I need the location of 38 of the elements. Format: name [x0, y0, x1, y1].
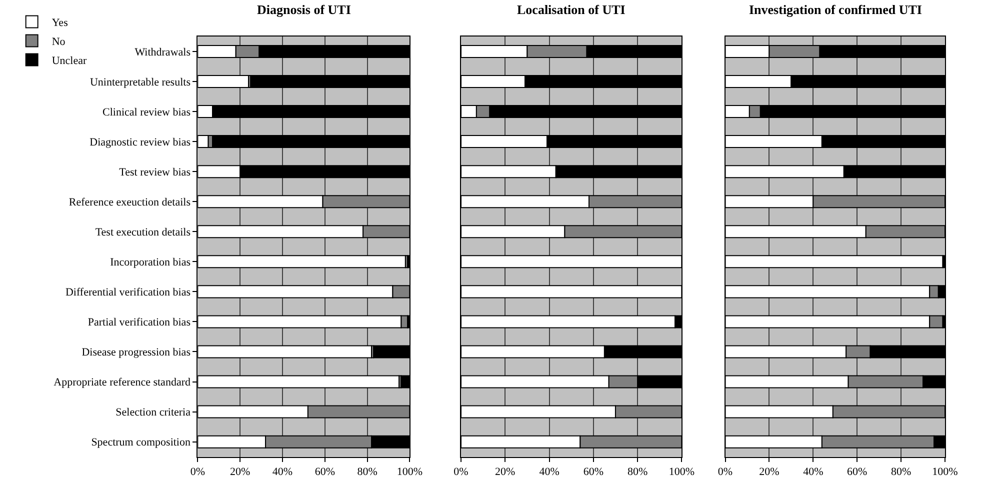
x-tick-label: 40%	[272, 466, 293, 478]
y-tick-label: Uninterpretable results	[90, 76, 190, 88]
y-tick-label: Withdrawals	[134, 46, 190, 58]
y-tick-label: Test execution details	[95, 226, 190, 238]
x-tick-label: 40%	[539, 466, 560, 478]
y-tick-label: Incorporation bias	[110, 256, 190, 269]
x-tick-label: 20%	[495, 466, 516, 478]
legend-label: Yes	[52, 17, 68, 30]
x-tick-label: 60%	[314, 466, 335, 478]
x-tick-label: 0%	[454, 466, 468, 478]
x-tick-label: 80%	[890, 466, 912, 478]
x-tick-label: 20%	[759, 466, 780, 478]
y-tick-label: Reference exeuction details	[68, 196, 190, 208]
x-tick-label: 60%	[847, 466, 868, 478]
y-tick-label: Appropriate reference standard	[54, 376, 191, 389]
y-tick-label: Spectrum composition	[91, 436, 191, 449]
x-tick-label: 0%	[718, 466, 733, 478]
x-tick-label: 80%	[627, 466, 648, 478]
legend-label: No	[52, 36, 66, 48]
chart-title: Localisation of UTI	[517, 2, 626, 17]
x-tick-label: 100%	[932, 466, 958, 478]
x-tick-label: 40%	[803, 466, 824, 478]
y-tick-label: Test review bias	[119, 166, 190, 178]
y-tick-label: Diagnostic review bias	[90, 136, 190, 148]
x-tick-label: 0%	[190, 466, 206, 478]
chart-title: Diagnosis of UTI	[257, 2, 351, 17]
x-tick-label: 100%	[396, 466, 423, 478]
x-tick-label: 100%	[668, 466, 695, 478]
y-tick-label: Partial verification bias	[88, 316, 190, 329]
y-tick-label: Differential verification bias	[65, 286, 190, 299]
x-tick-label: 60%	[583, 466, 604, 478]
y-tick-label: Clinical review bias	[102, 106, 190, 118]
y-tick-label: Selection criteria	[116, 406, 191, 419]
x-tick-label: 20%	[230, 466, 250, 478]
x-tick-label: 80%	[357, 466, 378, 478]
legend-label: Unclear	[52, 55, 87, 68]
y-tick-label: Disease progression bias	[82, 346, 190, 359]
chart-title: Investigation of confirmed UTI	[749, 2, 922, 17]
